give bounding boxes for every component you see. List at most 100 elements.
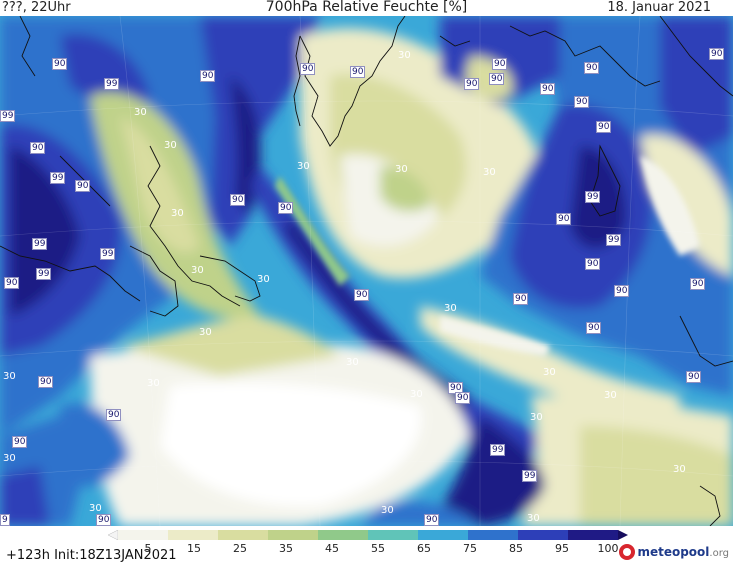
contour-label: 99 [606,234,622,246]
contour-label: 30 [205,436,218,447]
humidity-map[interactable]: 90 99 30 99 30 90 99 90 30 99 99 99 30 90 30 30 90 90 90 30… [0,16,733,526]
contour-label: 30 [171,208,184,219]
contour-label: 30 [444,303,457,314]
contour-label: 90 [686,371,702,383]
contour-label: 90 [574,96,590,108]
colorbar-cell [318,530,369,540]
contour-label: 30 [543,367,556,378]
colorbar-cell [468,530,519,540]
contour-label: 90 [350,66,366,78]
contour-label: 30 [527,513,540,524]
contour-label: 90 [596,121,612,133]
coastlines [0,16,733,526]
contour-label: 90 [12,436,28,448]
colorbar-tick-label: 85 [509,542,523,555]
colorbar-tick-label: 15 [187,542,201,555]
contour-label: 90 [354,289,370,301]
valid-date-label: 18. Januar 2021 [607,0,711,15]
contour-label: 90 [513,293,529,305]
colorbar-right-arrow [618,530,628,540]
forecast-init-label: +123h Init:18Z13JAN2021 [6,548,177,563]
contour-label: 90 [455,392,471,404]
contour-label: 90 [200,70,216,82]
contour-label: 90 [4,277,20,289]
colorbar-tick-label: 5 [144,542,152,555]
contour-label: 30 [395,164,408,175]
colorbar-cell [368,530,419,540]
contour-label: 30 [134,107,147,118]
map-header: ???, 22Uhr 700hPa Relative Feuchte [%] 1… [0,0,733,16]
contour-label: 30 [147,378,160,389]
contour-label: 90 [492,58,508,70]
contour-label: 99 [100,248,116,260]
contour-label: 90 [586,322,602,334]
contour-label: 90 [424,514,440,526]
meteopool-logo-icon [619,544,636,560]
map-title: 700hPa Relative Feuchte [%] [265,0,468,15]
colorbar-cell [168,530,219,540]
contour-label: 99 [585,191,601,203]
contour-label: 30 [3,453,16,464]
meteopool-logo[interactable]: meteopool.org [619,544,729,560]
colorbar-tick-label: 100 [597,542,619,555]
contour-label: 30 [164,140,177,151]
contour-label: 30 [381,505,394,516]
contour-label: 99 [104,78,120,90]
colorbar-tick-label: 95 [555,542,569,555]
colorbar-cell [518,530,569,540]
contour-label: 30 [530,412,543,423]
contour-label: 30 [398,50,411,61]
contour-label: 90 [709,48,725,60]
contour-label: 90 [585,258,601,270]
contour-label: 90 [278,202,294,214]
graticule [0,16,733,526]
contour-label: 30 [199,327,212,338]
contour-label: 30 [673,464,686,475]
valid-time-label: ???, 22Uhr [2,0,71,15]
humidity-field [0,16,733,526]
colorbar-tick-label: 55 [371,542,385,555]
contour-label: 90 [75,180,91,192]
colorbar-cell [268,530,319,540]
contour-label: 90 [30,142,46,154]
contour-label: 30 [604,390,617,401]
contour-label: 90 [52,58,68,70]
field-blobs [0,16,733,526]
contour-label: 30 [483,167,496,178]
contour-label: 99 [490,444,506,456]
contour-label: 90 [464,78,480,90]
field-details [275,156,700,356]
colorbar [108,530,628,540]
colorbar-cell [118,530,169,540]
colorbar-tick-label: 25 [233,542,247,555]
contour-label: 30 [89,503,102,514]
colorbar-tick-label: 65 [417,542,431,555]
colorbar-tick-label: 35 [279,542,293,555]
contour-label: 99 [36,268,52,280]
contour-label: 90 [38,376,54,388]
contour-label: 90 [556,213,572,225]
contour-label: 90 [300,63,316,75]
contour-label: 9 [0,514,10,526]
contour-label: 30 [346,357,359,368]
contour-label: 99 [50,172,66,184]
contour-label: 30 [3,371,16,382]
contour-label: 90 [614,285,630,297]
colorbar-cell [218,530,269,540]
contour-label: 90 [540,83,556,95]
contour-label: 30 [257,274,270,285]
logo-text: meteopool.org [637,545,729,559]
colorbar-left-arrow [108,530,119,540]
colorbar-tick-label: 75 [463,542,477,555]
contour-label: 30 [191,265,204,276]
contour-label: 90 [690,278,706,290]
contour-label: 90 [584,62,600,74]
colorbar-cell [418,530,469,540]
contour-label: 99 [522,470,538,482]
map-footer: 5 15 25 35 45 55 65 75 85 95 100 +123h Init:18Z13J… [0,526,733,566]
contour-label: 90 [106,409,122,421]
colorbar-cell [568,530,619,540]
contour-label: 30 [410,389,423,400]
contour-label: 99 [32,238,48,250]
colorbar-tick-label: 45 [325,542,339,555]
